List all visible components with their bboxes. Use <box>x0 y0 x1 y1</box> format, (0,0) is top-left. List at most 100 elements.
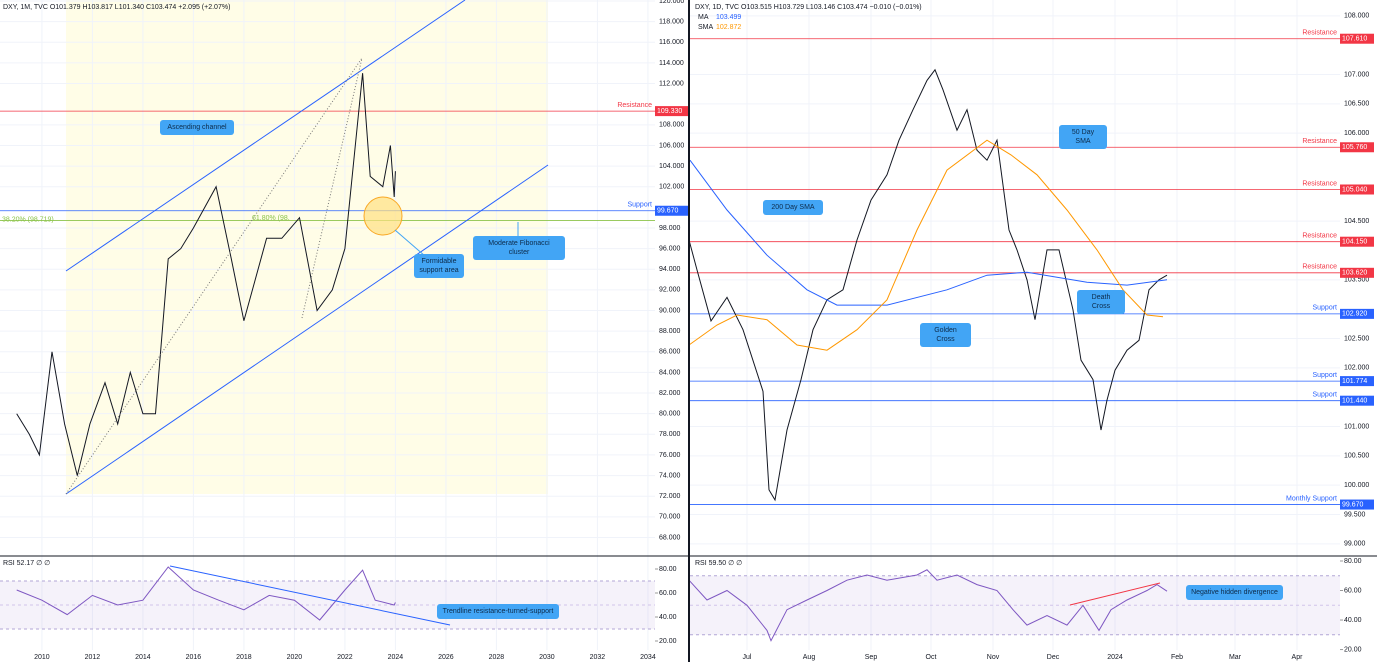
y-tick-label: 82.000 <box>659 390 681 397</box>
y-tick-label: 100.500 <box>1344 453 1369 460</box>
x-tick-label: 2034 <box>640 654 656 661</box>
y-tick-label: 70.000 <box>659 514 681 521</box>
legend-value: 103.499 <box>716 14 741 21</box>
x-tick-label: Apr <box>1292 654 1304 661</box>
callout: 50 Day SMA <box>1059 125 1107 149</box>
y-tick-label: 99.500 <box>1344 511 1366 518</box>
x-tick-label: 2014 <box>135 654 151 661</box>
level-value: 102.920 <box>1342 311 1367 318</box>
level-box <box>655 205 689 216</box>
y-tick-label: 92.000 <box>659 287 681 294</box>
header: DXY, 1M, TVC O101.379 H103.817 L101.340 … <box>3 4 230 11</box>
x-tick-label: 2016 <box>186 654 202 661</box>
rsi-tick-label: 60.00 <box>1344 587 1362 594</box>
x-tick-label: 2030 <box>539 654 555 661</box>
level-value: 105.040 <box>1342 186 1367 193</box>
level-value: 105.760 <box>1342 144 1367 151</box>
x-tick-label: Oct <box>926 654 937 661</box>
level-value: 107.610 <box>1342 36 1367 43</box>
level-value: 101.774 <box>1342 378 1367 385</box>
channel-upper <box>65 0 466 272</box>
level-value: 101.440 <box>1342 398 1367 405</box>
fib-leg <box>65 57 363 495</box>
level-box <box>1340 267 1374 278</box>
level-box <box>1340 142 1374 153</box>
x-tick-label: 2010 <box>34 654 50 661</box>
level-label: Support <box>1312 305 1337 312</box>
price-line <box>688 68 1168 502</box>
rsi-trendline <box>169 565 451 626</box>
level-box <box>1340 184 1374 195</box>
callout: 200 Day SMA <box>763 200 823 215</box>
legend-value: 102.872 <box>716 24 741 31</box>
y-tick-label: 112.000 <box>659 80 684 87</box>
level-label: Resistance <box>1302 138 1337 145</box>
level-value: 99.670 <box>1342 501 1364 508</box>
rsi-line <box>688 569 1168 642</box>
y-tick-label: 114.000 <box>659 60 684 67</box>
y-tick-label: 106.000 <box>659 142 684 149</box>
y-tick-label: 96.000 <box>659 245 681 252</box>
callout: Death Cross <box>1077 290 1125 314</box>
y-tick-label: 100.000 <box>1344 482 1369 489</box>
rsi-tick-label: 20.00 <box>1344 646 1362 653</box>
y-tick-label: 116.000 <box>659 39 684 46</box>
level-label: Monthly Support <box>1286 495 1337 502</box>
legend-name: SMA <box>698 24 714 31</box>
x-tick-label: Feb <box>1171 654 1183 661</box>
rsi-tick-label: 20.00 <box>659 638 677 645</box>
rsi-header: RSI 59.50 ∅ ∅ <box>695 560 742 567</box>
level-label: Support <box>627 202 652 209</box>
level-value: 103.620 <box>1342 270 1367 277</box>
callout-pointer <box>394 229 426 257</box>
x-tick-label: 2026 <box>438 654 454 661</box>
level-label: Resistance <box>1302 30 1337 37</box>
level-label: Support <box>1312 392 1337 399</box>
y-tick-label: 104.500 <box>1344 218 1369 225</box>
y-tick-label: 74.000 <box>659 472 681 479</box>
rsi-tick-label: 80.00 <box>1344 558 1362 565</box>
x-tick-label: Dec <box>1047 654 1060 661</box>
y-tick-label: 120.000 <box>659 0 684 5</box>
y-tick-label: 99.000 <box>1344 541 1366 548</box>
level-label: Support <box>1312 372 1337 379</box>
channel-lower <box>65 164 549 495</box>
level-label: Resistance <box>1302 180 1337 187</box>
level-box <box>1340 499 1374 510</box>
rsi-line <box>16 566 396 621</box>
channel-area <box>66 0 548 494</box>
level-box <box>655 106 689 117</box>
level-label: Resistance <box>617 102 652 109</box>
legend-name: MA <box>698 14 709 21</box>
rsi-tick-label: 40.00 <box>659 614 677 621</box>
y-tick-label: 108.000 <box>659 122 684 129</box>
x-tick-label: 2022 <box>337 654 353 661</box>
x-tick-label: 2020 <box>287 654 303 661</box>
level-label: 38.20% (98.719) <box>2 216 54 223</box>
y-tick-label: 106.000 <box>1344 130 1369 137</box>
x-tick-label: 2024 <box>1107 654 1123 661</box>
x-tick-label: Sep <box>865 654 878 661</box>
level-label: Resistance <box>1302 264 1337 271</box>
support-circle <box>363 196 403 236</box>
y-tick-label: 76.000 <box>659 452 681 459</box>
callout: Formidable support area <box>414 254 464 278</box>
y-tick-label: 106.500 <box>1344 101 1369 108</box>
y-tick-label: 102.500 <box>1344 335 1369 342</box>
level-box <box>1340 308 1374 319</box>
y-tick-label: 104.000 <box>659 163 684 170</box>
x-tick-label: Mar <box>1229 654 1242 661</box>
fib-note: 61.80% (98. <box>252 215 290 222</box>
x-tick-label: 2024 <box>388 654 404 661</box>
level-value: 109.330 <box>657 108 682 115</box>
y-tick-label: 90.000 <box>659 307 681 314</box>
y-tick-label: 80.000 <box>659 411 681 418</box>
y-tick-label: 102.000 <box>659 184 684 191</box>
x-tick-label: 2032 <box>590 654 606 661</box>
y-tick-label: 78.000 <box>659 431 681 438</box>
rsi-header: RSI 52.17 ∅ ∅ <box>3 560 50 567</box>
rsi-tick-label: 40.00 <box>1344 617 1362 624</box>
y-tick-label: 94.000 <box>659 266 681 273</box>
